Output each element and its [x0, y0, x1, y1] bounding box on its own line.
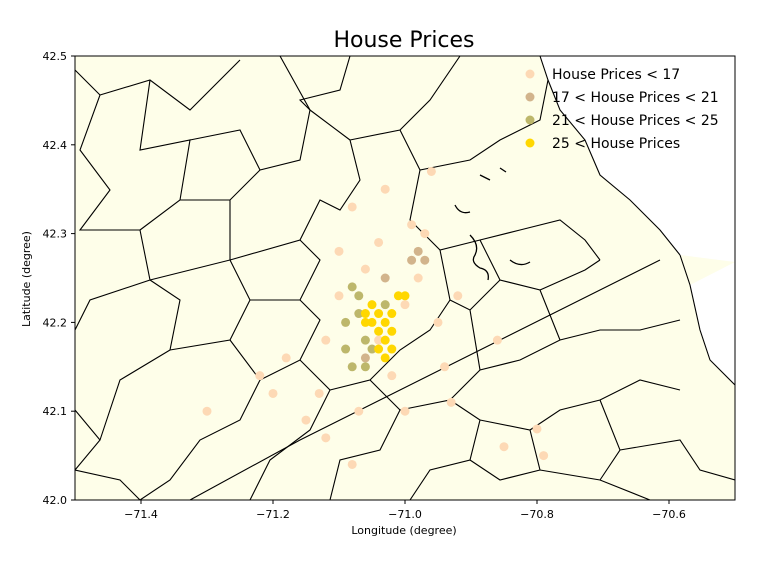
data-point-s2-6: [367, 344, 377, 354]
data-point-s2-3: [354, 309, 364, 319]
data-point-s0-14: [374, 237, 384, 247]
data-point-s0-13: [360, 264, 370, 274]
data-point-s0-23: [426, 166, 436, 176]
y-tick-label: 42.3: [43, 228, 68, 241]
data-point-s2-8: [341, 344, 351, 354]
legend-marker: [525, 115, 535, 125]
data-point-s0-6: [321, 433, 331, 443]
y-tick-label: 42.2: [43, 316, 68, 329]
data-point-s3-10: [400, 291, 410, 301]
data-point-s0-4: [301, 415, 311, 425]
data-point-s0-30: [532, 424, 542, 434]
data-point-s0-28: [492, 335, 502, 345]
legend: House Prices < 17 17 < House Prices < 21 2…: [525, 67, 719, 152]
data-point-s2-0: [347, 282, 357, 292]
data-point-s0-8: [334, 291, 344, 301]
data-point-s3-6: [387, 344, 397, 354]
data-point-s3-7: [374, 344, 384, 354]
data-point-s0-24: [433, 317, 443, 327]
data-point-s3-0: [367, 300, 377, 310]
data-point-s1-1: [413, 246, 423, 256]
data-point-s0-26: [446, 397, 456, 407]
data-point-s1-4: [360, 353, 370, 363]
data-point-s0-15: [374, 335, 384, 345]
data-point-s2-7: [380, 300, 390, 310]
x-axis-label: Longitude (degree): [351, 524, 456, 537]
data-point-s1-3: [380, 273, 390, 283]
legend-label: 21 < House Prices < 25: [552, 113, 719, 129]
data-point-s3-12: [360, 317, 370, 327]
ocean-area: [540, 56, 735, 262]
y-axis-label: Latitude (degree): [20, 231, 33, 327]
y-tick-label: 42.4: [43, 139, 68, 152]
data-point-s0-25: [440, 362, 450, 372]
data-point-s3-4: [387, 309, 397, 319]
data-point-s0-22: [420, 229, 430, 239]
data-point-s0-1: [255, 371, 265, 381]
ocean-lower: [690, 262, 735, 385]
data-point-s0-3: [281, 353, 291, 363]
x-tick-label: −70.8: [520, 508, 554, 521]
data-point-s1-0: [407, 255, 417, 265]
x-tick-label: −71.4: [124, 508, 158, 521]
y-tick-label: 42.5: [43, 50, 68, 63]
data-point-s0-27: [453, 291, 463, 301]
data-point-s3-9: [393, 291, 403, 301]
data-point-s2-9: [360, 362, 370, 372]
data-point-s3-2: [374, 326, 384, 336]
data-point-s0-29: [499, 442, 509, 452]
data-point-s3-3: [380, 317, 390, 327]
legend-label: 17 < House Prices < 21: [552, 90, 719, 106]
town-boundaries: [75, 56, 735, 500]
legend-marker: [525, 92, 535, 102]
data-point-s2-5: [347, 362, 357, 372]
data-point-s0-11: [347, 202, 357, 212]
coastline-islands: [454, 167, 531, 281]
chart-title: House Prices: [333, 28, 474, 53]
data-point-s0-7: [321, 335, 331, 345]
data-point-s3-11: [387, 326, 397, 336]
data-point-s2-2: [341, 317, 351, 327]
data-point-s0-20: [407, 220, 417, 230]
x-tick-label: −71.0: [388, 508, 422, 521]
y-axis: 42.0 42.1 42.2 42.3 42.4 42.5: [43, 50, 75, 507]
data-point-s0-19: [400, 406, 410, 416]
data-point-s3-5: [380, 335, 390, 345]
data-point-s0-17: [387, 371, 397, 381]
data-point-s1-2: [420, 255, 430, 265]
x-tick-label: −70.6: [652, 508, 686, 521]
data-point-s3-1: [374, 309, 384, 319]
legend-marker: [525, 138, 535, 148]
y-tick-label: 42.1: [43, 405, 68, 418]
data-point-s2-1: [354, 291, 364, 301]
data-point-s0-18: [400, 300, 410, 310]
legend-label: House Prices < 17: [552, 67, 680, 83]
data-point-s0-9: [334, 246, 344, 256]
data-point-s0-16: [380, 184, 390, 194]
x-tick-label: −71.2: [256, 508, 290, 521]
legend-label: 25 < House Prices: [552, 136, 680, 152]
data-point-s2-4: [360, 335, 370, 345]
legend-marker: [525, 69, 535, 79]
x-axis: −71.4 −71.2 −71.0 −70.8 −70.6: [124, 500, 686, 521]
data-point-s0-5: [314, 388, 324, 398]
data-point-s0-2: [268, 388, 278, 398]
data-point-s3-14: [360, 309, 370, 319]
data-point-s0-12: [354, 406, 364, 416]
data-point-s0-31: [539, 451, 549, 461]
data-point-s0-0: [202, 406, 212, 416]
map-background: [75, 56, 735, 500]
data-point-s0-21: [413, 273, 423, 283]
scatter-points: [202, 166, 549, 469]
data-point-s3-8: [367, 317, 377, 327]
data-point-s0-10: [347, 459, 357, 469]
y-tick-label: 42.0: [43, 494, 68, 507]
data-point-s3-13: [380, 353, 390, 363]
